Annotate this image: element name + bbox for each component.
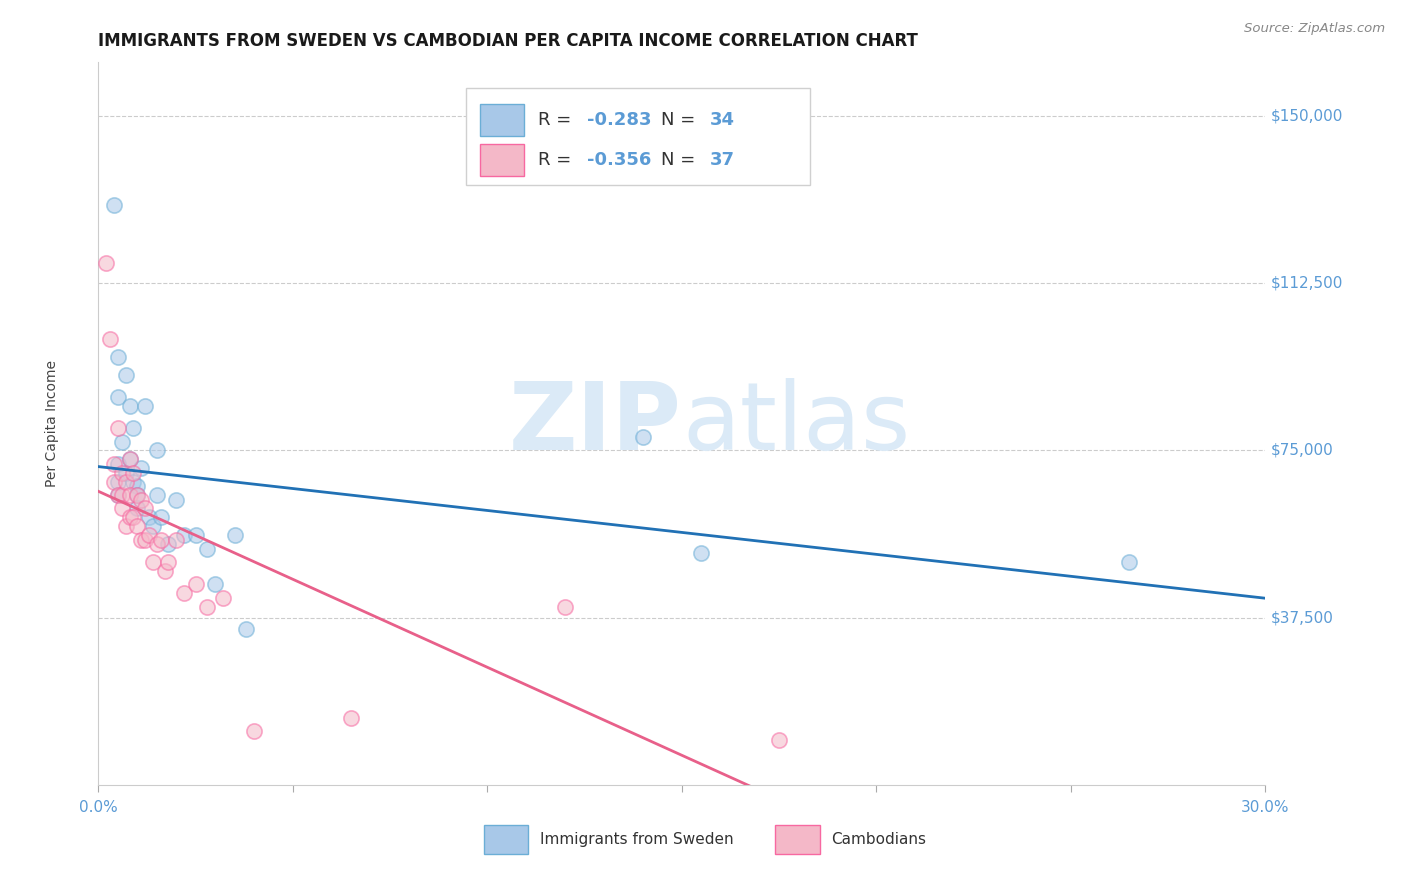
Point [127,479,149,493]
Point [118,452,141,467]
Point [107,421,129,435]
Text: $112,500: $112,500 [1271,276,1344,291]
Point [149,510,172,524]
Point [134,399,156,413]
Point [173,528,195,542]
Point [111,488,134,502]
Point [127,488,149,502]
Point [146,537,169,551]
Text: Cambodians: Cambodians [831,831,927,847]
Point [138,510,160,524]
Text: $37,500: $37,500 [1271,610,1334,625]
Point [554,599,576,614]
Point [107,488,129,502]
Point [103,475,125,489]
Text: R =: R = [538,112,578,129]
Text: $150,000: $150,000 [1271,109,1344,123]
Point [122,466,145,480]
Point [134,501,156,516]
Text: $75,000: $75,000 [1271,443,1334,458]
Point [107,488,129,502]
Point [768,733,790,747]
Point [204,577,226,591]
Point [165,533,187,547]
Text: R =: R = [538,151,578,169]
Point [127,519,149,533]
Text: N =: N = [661,112,702,129]
Point [98,332,121,346]
Point [129,533,152,547]
Text: 37: 37 [710,151,735,169]
Point [157,537,180,551]
Point [114,368,136,382]
Point [173,586,195,600]
Point [146,443,169,458]
Point [184,528,207,542]
Point [631,430,654,444]
Point [107,475,129,489]
Point [243,724,266,739]
Point [107,457,129,471]
Point [165,492,187,507]
Point [107,390,129,404]
Point [142,519,165,533]
Point [122,510,145,524]
Point [103,198,125,212]
Point [122,421,145,435]
Point [127,501,149,516]
Point [114,519,136,533]
Point [118,510,141,524]
Point [146,488,169,502]
Text: ZIP: ZIP [509,377,682,470]
Point [118,399,141,413]
Point [142,555,165,569]
Text: N =: N = [661,151,702,169]
Point [129,461,152,475]
Point [157,555,180,569]
FancyBboxPatch shape [479,144,524,177]
Text: -0.283: -0.283 [588,112,652,129]
Point [107,350,129,364]
Point [212,591,235,605]
Point [96,256,118,270]
Point [103,457,125,471]
FancyBboxPatch shape [775,825,820,854]
FancyBboxPatch shape [465,87,810,186]
Point [118,488,141,502]
Point [690,546,713,560]
Point [138,528,160,542]
Point [111,434,134,449]
Text: -0.356: -0.356 [588,151,652,169]
Text: atlas: atlas [682,377,910,470]
Point [118,452,141,467]
Point [224,528,246,542]
Text: IMMIGRANTS FROM SWEDEN VS CAMBODIAN PER CAPITA INCOME CORRELATION CHART: IMMIGRANTS FROM SWEDEN VS CAMBODIAN PER … [98,32,918,50]
Point [184,577,207,591]
Text: Source: ZipAtlas.com: Source: ZipAtlas.com [1244,22,1385,36]
Point [122,475,145,489]
FancyBboxPatch shape [479,104,524,136]
Text: Immigrants from Sweden: Immigrants from Sweden [540,831,733,847]
Point [111,501,134,516]
Point [1118,555,1140,569]
Point [149,533,172,547]
Point [129,492,152,507]
Point [235,622,257,636]
Text: Per Capita Income: Per Capita Income [45,360,59,487]
Point [111,466,134,480]
Text: 34: 34 [710,112,735,129]
Point [340,711,363,725]
FancyBboxPatch shape [484,825,527,854]
Point [114,466,136,480]
Point [153,564,176,578]
Point [134,533,156,547]
Point [195,541,218,556]
Point [195,599,218,614]
Point [127,488,149,502]
Point [114,475,136,489]
